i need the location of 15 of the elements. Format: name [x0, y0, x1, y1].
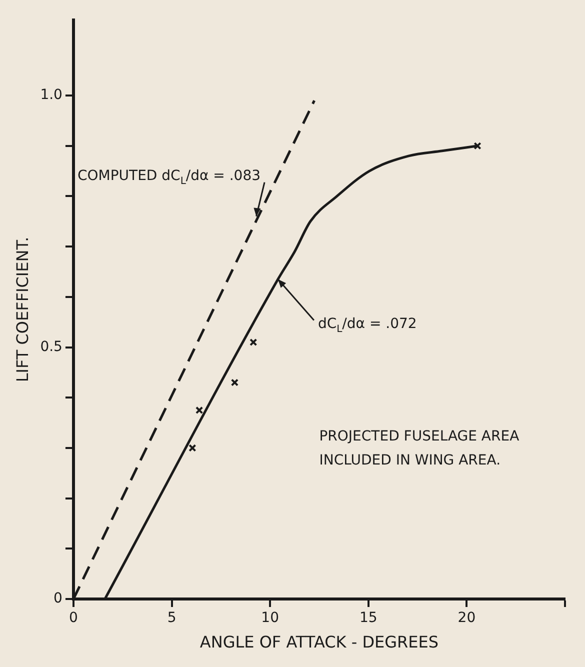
point	[230, 378, 239, 386]
x-tick-label: 10	[261, 610, 279, 626]
y-tick-label: 0.5	[40, 338, 62, 355]
x-tick-label: 5	[167, 610, 176, 626]
x-axis-title: ANGLE OF ATTACK - DEGREES	[200, 632, 439, 652]
annotation: PROJECTED FUSELAGE AREA INCLUDED IN WING AREA.	[319, 428, 520, 469]
point	[188, 444, 196, 452]
y-axis-title: LIFT COEFFICIENT.	[12, 236, 32, 382]
point	[250, 338, 258, 346]
x-tick-label: 20	[458, 610, 476, 626]
x-tick-label: 0	[69, 610, 78, 626]
y-tick-label: 0	[54, 590, 62, 607]
point	[195, 406, 204, 414]
x-tick-label: 15	[359, 610, 378, 626]
y-tick-label: 1.0	[40, 87, 62, 104]
